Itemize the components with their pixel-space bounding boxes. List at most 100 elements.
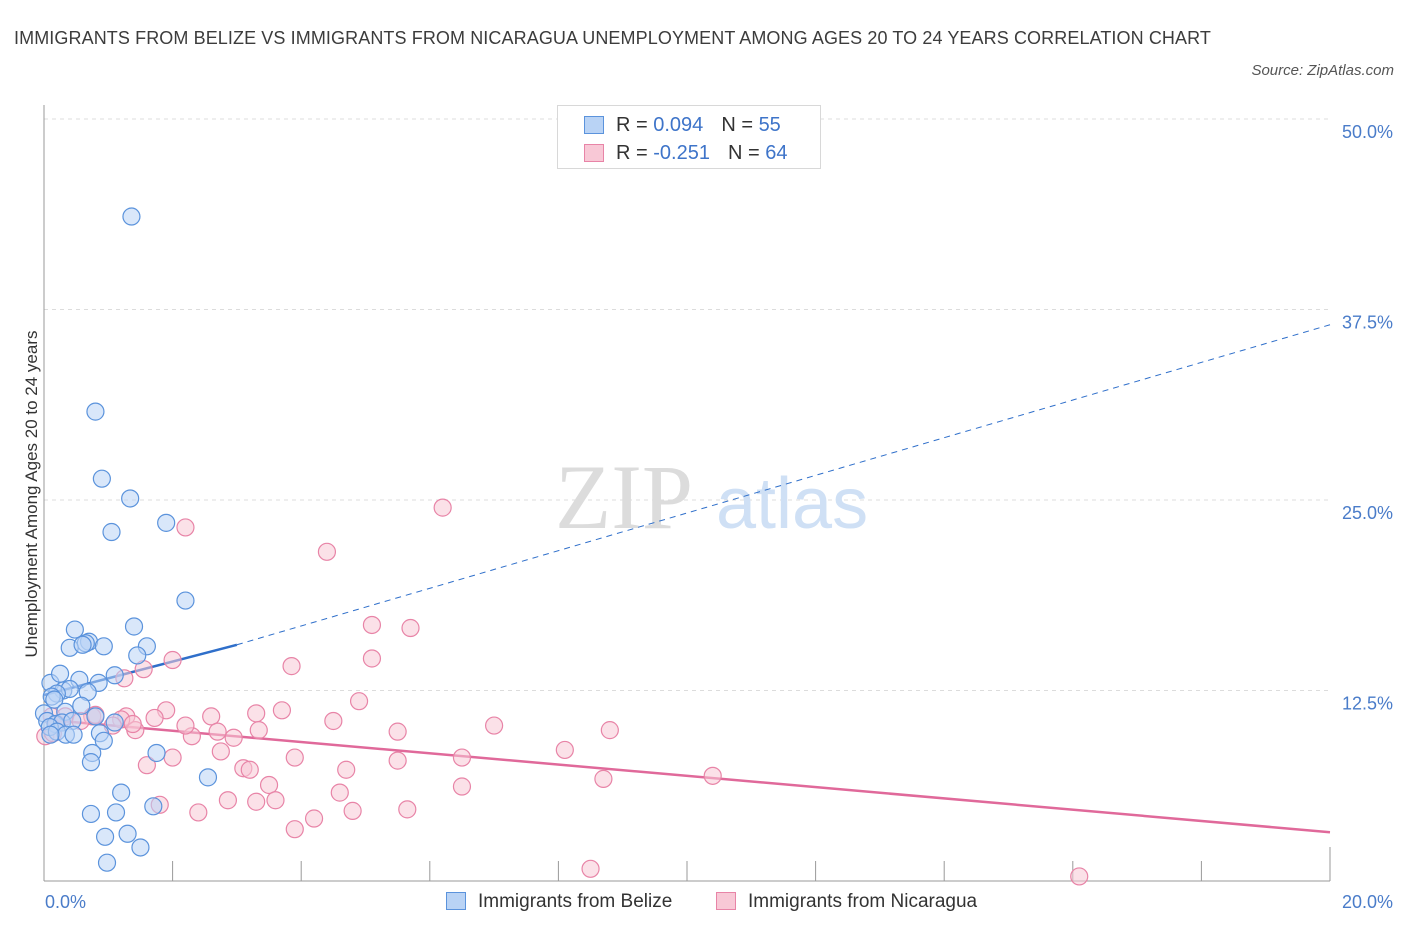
belize-point (41, 725, 60, 744)
belize-trend-dashed (236, 324, 1331, 646)
belize-n-value: 55 (758, 114, 781, 136)
belize-point (86, 707, 105, 726)
nicaragua-point (211, 742, 230, 761)
belize-point (106, 803, 126, 822)
belize-point (147, 743, 166, 763)
belize-point (122, 207, 141, 226)
nicaragua-point (176, 716, 195, 735)
x-tick-label-min: 0.0% (45, 892, 86, 912)
nicaragua-point (581, 859, 600, 878)
bottom-nicaragua-swatch (716, 892, 736, 910)
nicaragua-point (259, 775, 279, 795)
nicaragua-point (349, 692, 369, 711)
nicaragua-point (145, 708, 164, 728)
nicaragua-point (163, 650, 182, 670)
nicaragua-points (36, 498, 1089, 886)
nicaragua-point (343, 801, 362, 820)
gridlines (44, 118, 1330, 691)
nicaragua-point (594, 769, 613, 788)
belize-point (112, 783, 131, 802)
belize-points (34, 207, 218, 872)
nicaragua-point (330, 783, 349, 802)
nicaragua-point (189, 803, 208, 822)
bottom-belize-swatch (446, 892, 466, 910)
nicaragua-point (285, 748, 304, 767)
nicaragua-swatch (584, 144, 604, 162)
nicaragua-point (163, 748, 182, 767)
nicaragua-r-label: R = (616, 142, 648, 164)
belize-n-label: N = (721, 114, 753, 136)
belize-point (64, 725, 83, 744)
legend-row-nicaragua: R = -0.251 N = 64 (584, 139, 787, 167)
nicaragua-point (249, 721, 268, 740)
watermark-atlas: atlas (716, 464, 868, 544)
belize-point (102, 522, 121, 542)
nicaragua-point (247, 704, 266, 723)
source-label: Source: ZipAtlas.com (1251, 62, 1394, 79)
nicaragua-point (324, 711, 343, 731)
nicaragua-point (272, 701, 292, 720)
y-axis-label: Unemployment Among Ages 20 to 24 years (22, 331, 41, 658)
nicaragua-point (388, 751, 407, 770)
nicaragua-point (285, 820, 304, 839)
nicaragua-point (123, 714, 142, 734)
y-tick-label: 50.0% (1342, 122, 1393, 142)
nicaragua-point (337, 760, 356, 779)
belize-point (95, 827, 115, 846)
belize-point (97, 853, 117, 872)
nicaragua-point (433, 498, 452, 517)
bottom-legend-nicaragua: Immigrants from Nicaragua (716, 888, 977, 916)
belize-point (65, 620, 84, 639)
nicaragua-point (362, 615, 382, 635)
belize-point (81, 753, 101, 772)
belize-point (94, 637, 113, 656)
watermark: ZIP atlas (555, 446, 868, 548)
nicaragua-point (317, 542, 337, 561)
belize-point (73, 635, 92, 654)
y-tick-label: 12.5% (1342, 694, 1393, 714)
belize-point (144, 797, 163, 816)
belize-point (45, 690, 64, 709)
belize-point (94, 731, 113, 750)
belize-point (81, 804, 101, 824)
belize-r-value: 0.094 (653, 114, 704, 136)
nicaragua-point (208, 722, 227, 741)
nicaragua-point (218, 791, 237, 810)
nicaragua-point (555, 740, 574, 760)
belize-point (157, 513, 176, 532)
axes (43, 105, 1331, 882)
nicaragua-point (388, 722, 407, 741)
belize-point (198, 768, 218, 787)
correlation-legend: R = 0.094 N = 55 R = -0.251 N = 64 (557, 105, 821, 169)
belize-point (72, 696, 91, 715)
belize-point (50, 664, 70, 683)
nicaragua-point (202, 707, 221, 726)
belize-point (176, 591, 195, 610)
nicaragua-n-label: N = (727, 142, 760, 164)
nicaragua-point (247, 792, 266, 811)
nicaragua-n-value: 64 (765, 142, 788, 164)
nicaragua-point (485, 716, 504, 735)
nicaragua-point (452, 777, 472, 796)
belize-r-label: R = (616, 114, 648, 136)
trend-lines (43, 324, 1331, 834)
nicaragua-point (176, 518, 195, 537)
nicaragua-point (1070, 867, 1089, 886)
nicaragua-point (703, 766, 722, 785)
belize-point (128, 646, 147, 665)
nicaragua-r-value: -0.251 (653, 142, 710, 164)
y-tick-label: 37.5% (1342, 313, 1393, 333)
belize-point (105, 666, 124, 685)
nicaragua-point (362, 649, 382, 668)
belize-point (121, 489, 140, 508)
nicaragua-point (240, 760, 259, 779)
y-tick-label: 25.0% (1342, 503, 1393, 523)
nicaragua-point (600, 721, 619, 740)
nicaragua-point (224, 728, 243, 747)
watermark-zip: ZIP (555, 446, 693, 548)
bottom-nicaragua-label: Immigrants from Nicaragua (748, 891, 978, 912)
nicaragua-point (266, 791, 285, 810)
belize-point (124, 617, 144, 636)
nicaragua-point (452, 748, 472, 767)
